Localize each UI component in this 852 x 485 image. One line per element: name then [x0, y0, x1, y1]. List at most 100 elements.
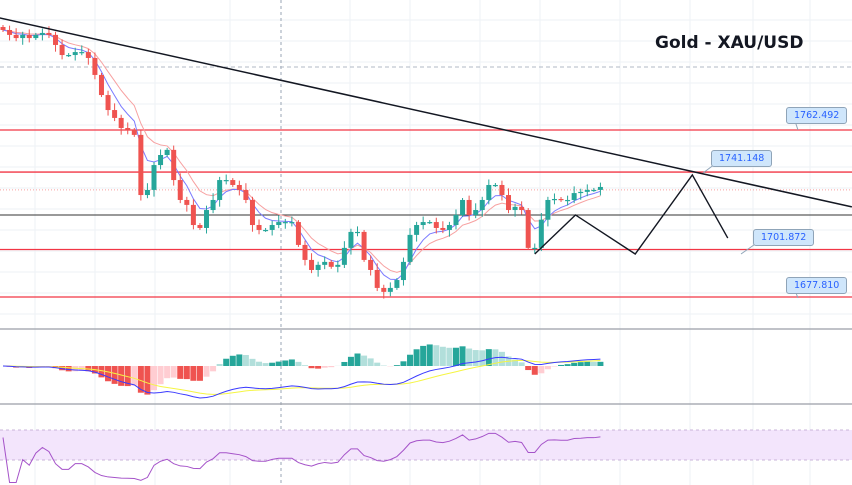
macd-histogram-bar [223, 358, 230, 366]
macd-histogram-bar [531, 366, 538, 375]
ema-slow-line [2, 29, 601, 273]
candle-body [230, 180, 236, 185]
candle-body [315, 264, 321, 270]
candle-body [335, 264, 341, 267]
candle-body [282, 222, 288, 224]
macd-histogram-bar [131, 366, 138, 386]
candle-body [256, 225, 262, 230]
macd-histogram-bar [59, 366, 66, 371]
macd-histogram-bar [328, 366, 335, 368]
candle-body [565, 199, 571, 202]
candle-body [131, 129, 137, 135]
macd-signal-line [2, 359, 601, 395]
candle-body [190, 204, 196, 226]
candle-body [112, 110, 118, 118]
macd-histogram-bar [170, 366, 177, 378]
macd-histogram-bar [242, 354, 249, 366]
macd-histogram-bar [262, 363, 269, 366]
candle-body [387, 287, 393, 292]
candle-body [466, 199, 472, 215]
macd-histogram-bar [150, 366, 157, 391]
macd-histogram-bar [229, 355, 236, 366]
macd-line [2, 356, 601, 399]
macd-histogram-bar [472, 350, 479, 366]
candle-body [7, 29, 13, 35]
macd-histogram-bar [590, 361, 597, 366]
macd-histogram-bar [512, 359, 519, 366]
projection-zigzag [534, 173, 729, 255]
candle-body [184, 199, 190, 205]
macd-histogram-bar [164, 366, 171, 379]
candle-body [374, 269, 380, 288]
macd-histogram-bar [433, 345, 440, 366]
candle-body [171, 149, 177, 181]
candle-body [223, 180, 229, 182]
candle-body [138, 134, 144, 196]
macd-histogram-bar [584, 361, 591, 366]
candle-body [66, 55, 72, 57]
candle-body [512, 206, 518, 211]
macd-histogram-bar [426, 344, 433, 366]
macd-histogram-bar [446, 347, 453, 366]
candle-body [144, 189, 150, 196]
candle-body [578, 191, 584, 194]
candle-body [506, 195, 512, 211]
candle-body [499, 184, 505, 196]
candle-body [341, 247, 347, 265]
macd-histogram-bar [203, 366, 210, 377]
macd-histogram-bar [321, 366, 328, 368]
candle-body [584, 189, 590, 192]
macd-histogram-bar [525, 366, 532, 371]
macd-histogram-bar [479, 350, 486, 366]
candle-body [355, 231, 361, 234]
macd-histogram-bar [393, 365, 400, 366]
candle-body [420, 222, 426, 226]
candle-body [164, 149, 170, 156]
macd-histogram-bar [256, 361, 263, 366]
candle-body [597, 186, 603, 190]
candle-body [414, 225, 420, 235]
chart-title: Gold - XAU/USD [655, 33, 804, 53]
candle-body [125, 127, 131, 130]
macd-histogram-bar [216, 363, 223, 366]
macd-histogram-bar [361, 355, 368, 366]
macd-histogram-bar [190, 366, 197, 381]
rsi-line [2, 432, 601, 483]
macd-histogram-bar [374, 362, 381, 366]
macd-histogram-bar [236, 354, 243, 366]
candle-body [328, 261, 334, 267]
candle-body [33, 34, 39, 39]
candle-body [289, 222, 295, 224]
macd-histogram-bar [295, 361, 302, 366]
macd-histogram-bar [420, 345, 427, 366]
candle-body [79, 52, 85, 54]
candle-body [53, 34, 59, 45]
candle-body [479, 199, 485, 211]
candle-body [177, 180, 183, 200]
candle-body [571, 193, 577, 200]
macd-histogram-bar [518, 362, 525, 366]
macd-histogram-bar [118, 366, 125, 386]
candle-body [394, 280, 400, 288]
candle-body [59, 44, 65, 56]
macd-histogram-bar [282, 360, 289, 366]
macd-histogram-bar [315, 366, 322, 369]
macd-histogram-bar [308, 366, 315, 369]
macd-histogram-bar [111, 366, 118, 384]
macd-histogram-bar [196, 366, 203, 381]
candle-body [433, 222, 439, 228]
candle-body [368, 259, 374, 270]
macd-histogram-bar [538, 366, 545, 374]
macd-histogram-bar [400, 361, 407, 366]
candle-body [217, 180, 223, 200]
candle-body [46, 32, 52, 35]
candle-body [381, 287, 387, 292]
macd-histogram-bar [485, 349, 492, 366]
macd-histogram-bar [157, 366, 164, 385]
candle-body [20, 34, 26, 39]
ema-fast-line [2, 29, 601, 281]
candle-body [276, 222, 282, 226]
macd-histogram-bar [544, 366, 551, 370]
